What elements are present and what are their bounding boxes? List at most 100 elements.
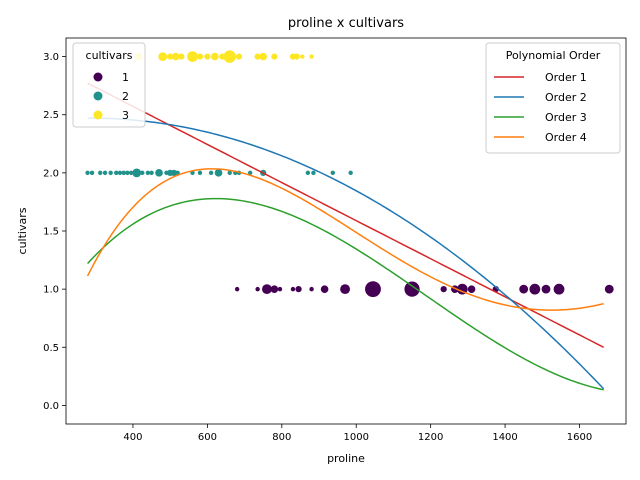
data-point-cultivar-1 xyxy=(365,281,381,298)
data-point-cultivar-2 xyxy=(330,170,335,176)
data-point-cultivar-1 xyxy=(270,285,279,293)
data-point-cultivar-1 xyxy=(553,283,565,295)
data-point-cultivar-3 xyxy=(204,53,211,60)
data-point-cultivar-2 xyxy=(114,170,119,176)
data-point-cultivar-3 xyxy=(293,53,300,60)
data-point-cultivar-2 xyxy=(85,170,90,176)
scatter-legend-label: 1 xyxy=(122,71,129,84)
line-legend-title: Polynomial Order xyxy=(506,49,601,62)
data-point-cultivar-2 xyxy=(89,170,95,176)
line-legend-label: Order 1 xyxy=(545,71,587,84)
data-point-cultivar-1 xyxy=(320,285,329,293)
data-point-cultivar-3 xyxy=(223,50,236,63)
data-point-cultivar-1 xyxy=(604,284,614,294)
data-point-cultivar-1 xyxy=(529,283,541,295)
y-axis-label: cultivars xyxy=(16,207,29,254)
data-point-cultivar-3 xyxy=(178,53,185,60)
data-point-cultivar-2 xyxy=(102,170,108,176)
data-point-cultivar-2 xyxy=(197,170,203,176)
line-legend-label: Order 2 xyxy=(545,91,587,104)
data-point-cultivar-3 xyxy=(196,53,204,60)
data-point-cultivar-1 xyxy=(519,284,529,294)
data-point-cultivar-2 xyxy=(145,170,151,176)
data-point-cultivar-2 xyxy=(311,170,316,176)
data-point-cultivar-3 xyxy=(235,53,243,60)
scatter-legend-entries: 1 2 3 xyxy=(93,71,129,122)
fit-line-order-1 xyxy=(87,82,605,348)
data-point-cultivar-2 xyxy=(208,170,214,176)
plot-area xyxy=(85,50,614,391)
data-point-cultivar-3 xyxy=(300,54,305,59)
scatter-legend-label: 3 xyxy=(122,109,129,122)
data-point-cultivar-2 xyxy=(125,170,130,176)
data-point-cultivar-3 xyxy=(167,53,174,60)
x-tick-label: 1000 xyxy=(344,432,369,443)
data-point-cultivar-3 xyxy=(171,52,180,61)
data-point-cultivar-2 xyxy=(108,170,113,176)
data-point-cultivar-2 xyxy=(214,169,223,177)
data-point-cultivar-1 xyxy=(541,284,551,294)
data-point-cultivar-2 xyxy=(305,170,311,176)
scatter-legend-marker xyxy=(93,110,103,120)
data-point-cultivar-1 xyxy=(290,286,296,292)
data-point-cultivar-2 xyxy=(164,170,169,176)
y-tick-label: 0.5 xyxy=(43,343,59,354)
fit-line-order-3 xyxy=(87,197,604,391)
line-legend-label: Order 4 xyxy=(545,131,587,144)
data-point-cultivar-1 xyxy=(404,281,420,297)
data-point-cultivar-2 xyxy=(149,170,154,176)
y-tick-label: 2.0 xyxy=(43,168,59,179)
scatter-legend-marker xyxy=(93,72,103,82)
scatter-legend: cultivars 1 2 3 xyxy=(72,42,146,128)
data-point-cultivar-2 xyxy=(132,168,142,178)
data-point-cultivar-1 xyxy=(309,286,314,292)
data-point-cultivar-2 xyxy=(121,170,126,176)
data-point-cultivar-3 xyxy=(254,53,261,60)
data-point-cultivar-3 xyxy=(211,52,219,61)
data-point-cultivar-2 xyxy=(170,169,178,176)
y-tick-label: 1.5 xyxy=(43,227,59,238)
data-point-cultivar-1 xyxy=(467,285,476,293)
data-point-cultivar-2 xyxy=(117,170,123,176)
scatter-legend-title: cultivars xyxy=(86,49,133,62)
y-tick-label: 3.0 xyxy=(43,52,59,63)
data-point-cultivar-2 xyxy=(227,170,232,176)
data-point-cultivar-2 xyxy=(155,169,163,177)
data-point-cultivar-3 xyxy=(158,52,168,62)
data-point-cultivar-1 xyxy=(255,286,260,292)
data-point-cultivar-2 xyxy=(128,170,134,176)
data-point-cultivar-1 xyxy=(262,284,272,295)
chart-title: proline x cultivars xyxy=(288,16,404,31)
data-point-cultivar-3 xyxy=(309,54,314,59)
data-point-cultivar-2 xyxy=(175,170,180,176)
x-tick-label: 1600 xyxy=(567,432,592,443)
data-point-cultivar-3 xyxy=(187,51,198,62)
x-tick-label: 400 xyxy=(123,432,142,443)
data-point-cultivar-1 xyxy=(440,286,447,293)
y-tick-label: 1.0 xyxy=(43,285,59,296)
data-point-cultivar-2 xyxy=(98,170,103,176)
axis-ticks: 400 600 800 1000 1200 1400 1600 0.0 0.5 1.0 1.5 2.0… xyxy=(43,52,592,443)
fit-line-order-2 xyxy=(87,117,605,390)
x-tick-label: 800 xyxy=(272,432,291,443)
line-legend-label: Order 3 xyxy=(545,111,587,124)
data-point-cultivar-2 xyxy=(247,170,253,176)
line-legend-entries: Order 1 Order 2 Order 3 Order 4 xyxy=(494,71,587,144)
line-legend-box xyxy=(485,42,621,154)
data-point-cultivar-1 xyxy=(340,284,350,295)
data-point-cultivar-2 xyxy=(140,170,145,176)
fit-line-order-4 xyxy=(86,168,604,311)
x-axis-label: proline xyxy=(327,452,365,465)
data-point-cultivar-3 xyxy=(271,53,278,60)
scatter-legend-box xyxy=(72,42,146,128)
y-tick-label: 0.0 xyxy=(43,401,59,412)
data-point-cultivar-1 xyxy=(234,286,240,292)
y-tick-label: 2.5 xyxy=(43,110,59,121)
x-tick-label: 600 xyxy=(198,432,217,443)
scatter-legend-marker xyxy=(93,91,103,101)
scatter-legend-label: 2 xyxy=(122,90,129,103)
x-tick-label: 1400 xyxy=(492,432,517,443)
data-point-cultivar-3 xyxy=(259,52,268,61)
